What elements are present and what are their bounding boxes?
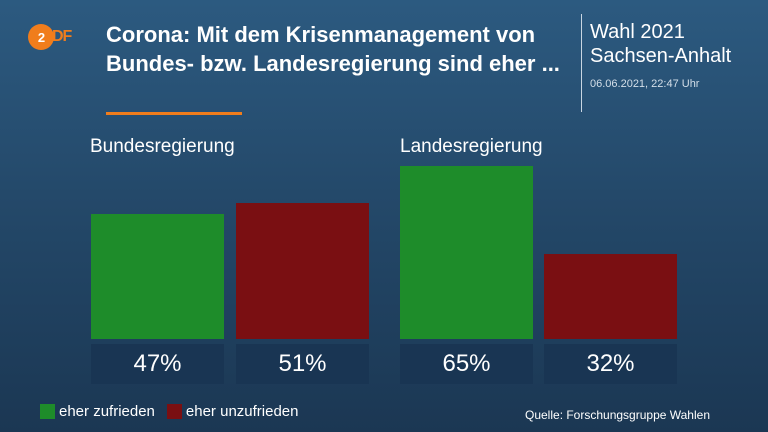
bar-land-zufrieden	[400, 166, 533, 339]
group-title-landesregierung: Landesregierung	[400, 136, 543, 157]
election-label: Wahl 2021 Sachsen-Anhalt	[590, 20, 731, 68]
bar-bund-unzufrieden	[236, 203, 369, 339]
value-label-land-zufrieden: 65%	[400, 344, 533, 384]
chart-title: Corona: Mit dem Krisenmanagement von Bun…	[106, 22, 560, 76]
bar-land-unzufrieden	[544, 254, 677, 339]
zdf-logo-circle: 2	[28, 24, 54, 50]
value-label-land-unzufrieden: 32%	[544, 344, 677, 384]
election-year: Wahl 2021	[590, 21, 685, 43]
source-note: Quelle: Forschungsgruppe Wahlen	[525, 408, 710, 422]
legend-swatch-unzufrieden	[166, 404, 182, 419]
zdf-logo: 2 DF	[28, 22, 84, 52]
header-divider	[581, 14, 582, 112]
zdf-logo-text: DF	[52, 28, 72, 45]
value-label-bund-zufrieden: 47%	[91, 344, 224, 384]
election-region: Sachsen-Anhalt	[590, 45, 732, 67]
legend-swatch-zufrieden	[40, 404, 55, 419]
legend: eher zufrieden eher unzufrieden	[40, 403, 311, 420]
title-underline	[106, 112, 242, 115]
group-title-bundesregierung: Bundesregierung	[90, 136, 235, 157]
legend-label-zufrieden: eher zufrieden	[59, 403, 155, 420]
legend-item-zufrieden: eher zufrieden	[40, 403, 155, 420]
legend-item-unzufrieden: eher unzufrieden	[166, 403, 299, 420]
legend-label-unzufrieden: eher unzufrieden	[185, 403, 299, 420]
timestamp: 06.06.2021, 22:47 Uhr	[590, 78, 700, 90]
bar-bund-zufrieden	[91, 214, 224, 339]
value-label-bund-unzufrieden: 51%	[236, 344, 369, 384]
